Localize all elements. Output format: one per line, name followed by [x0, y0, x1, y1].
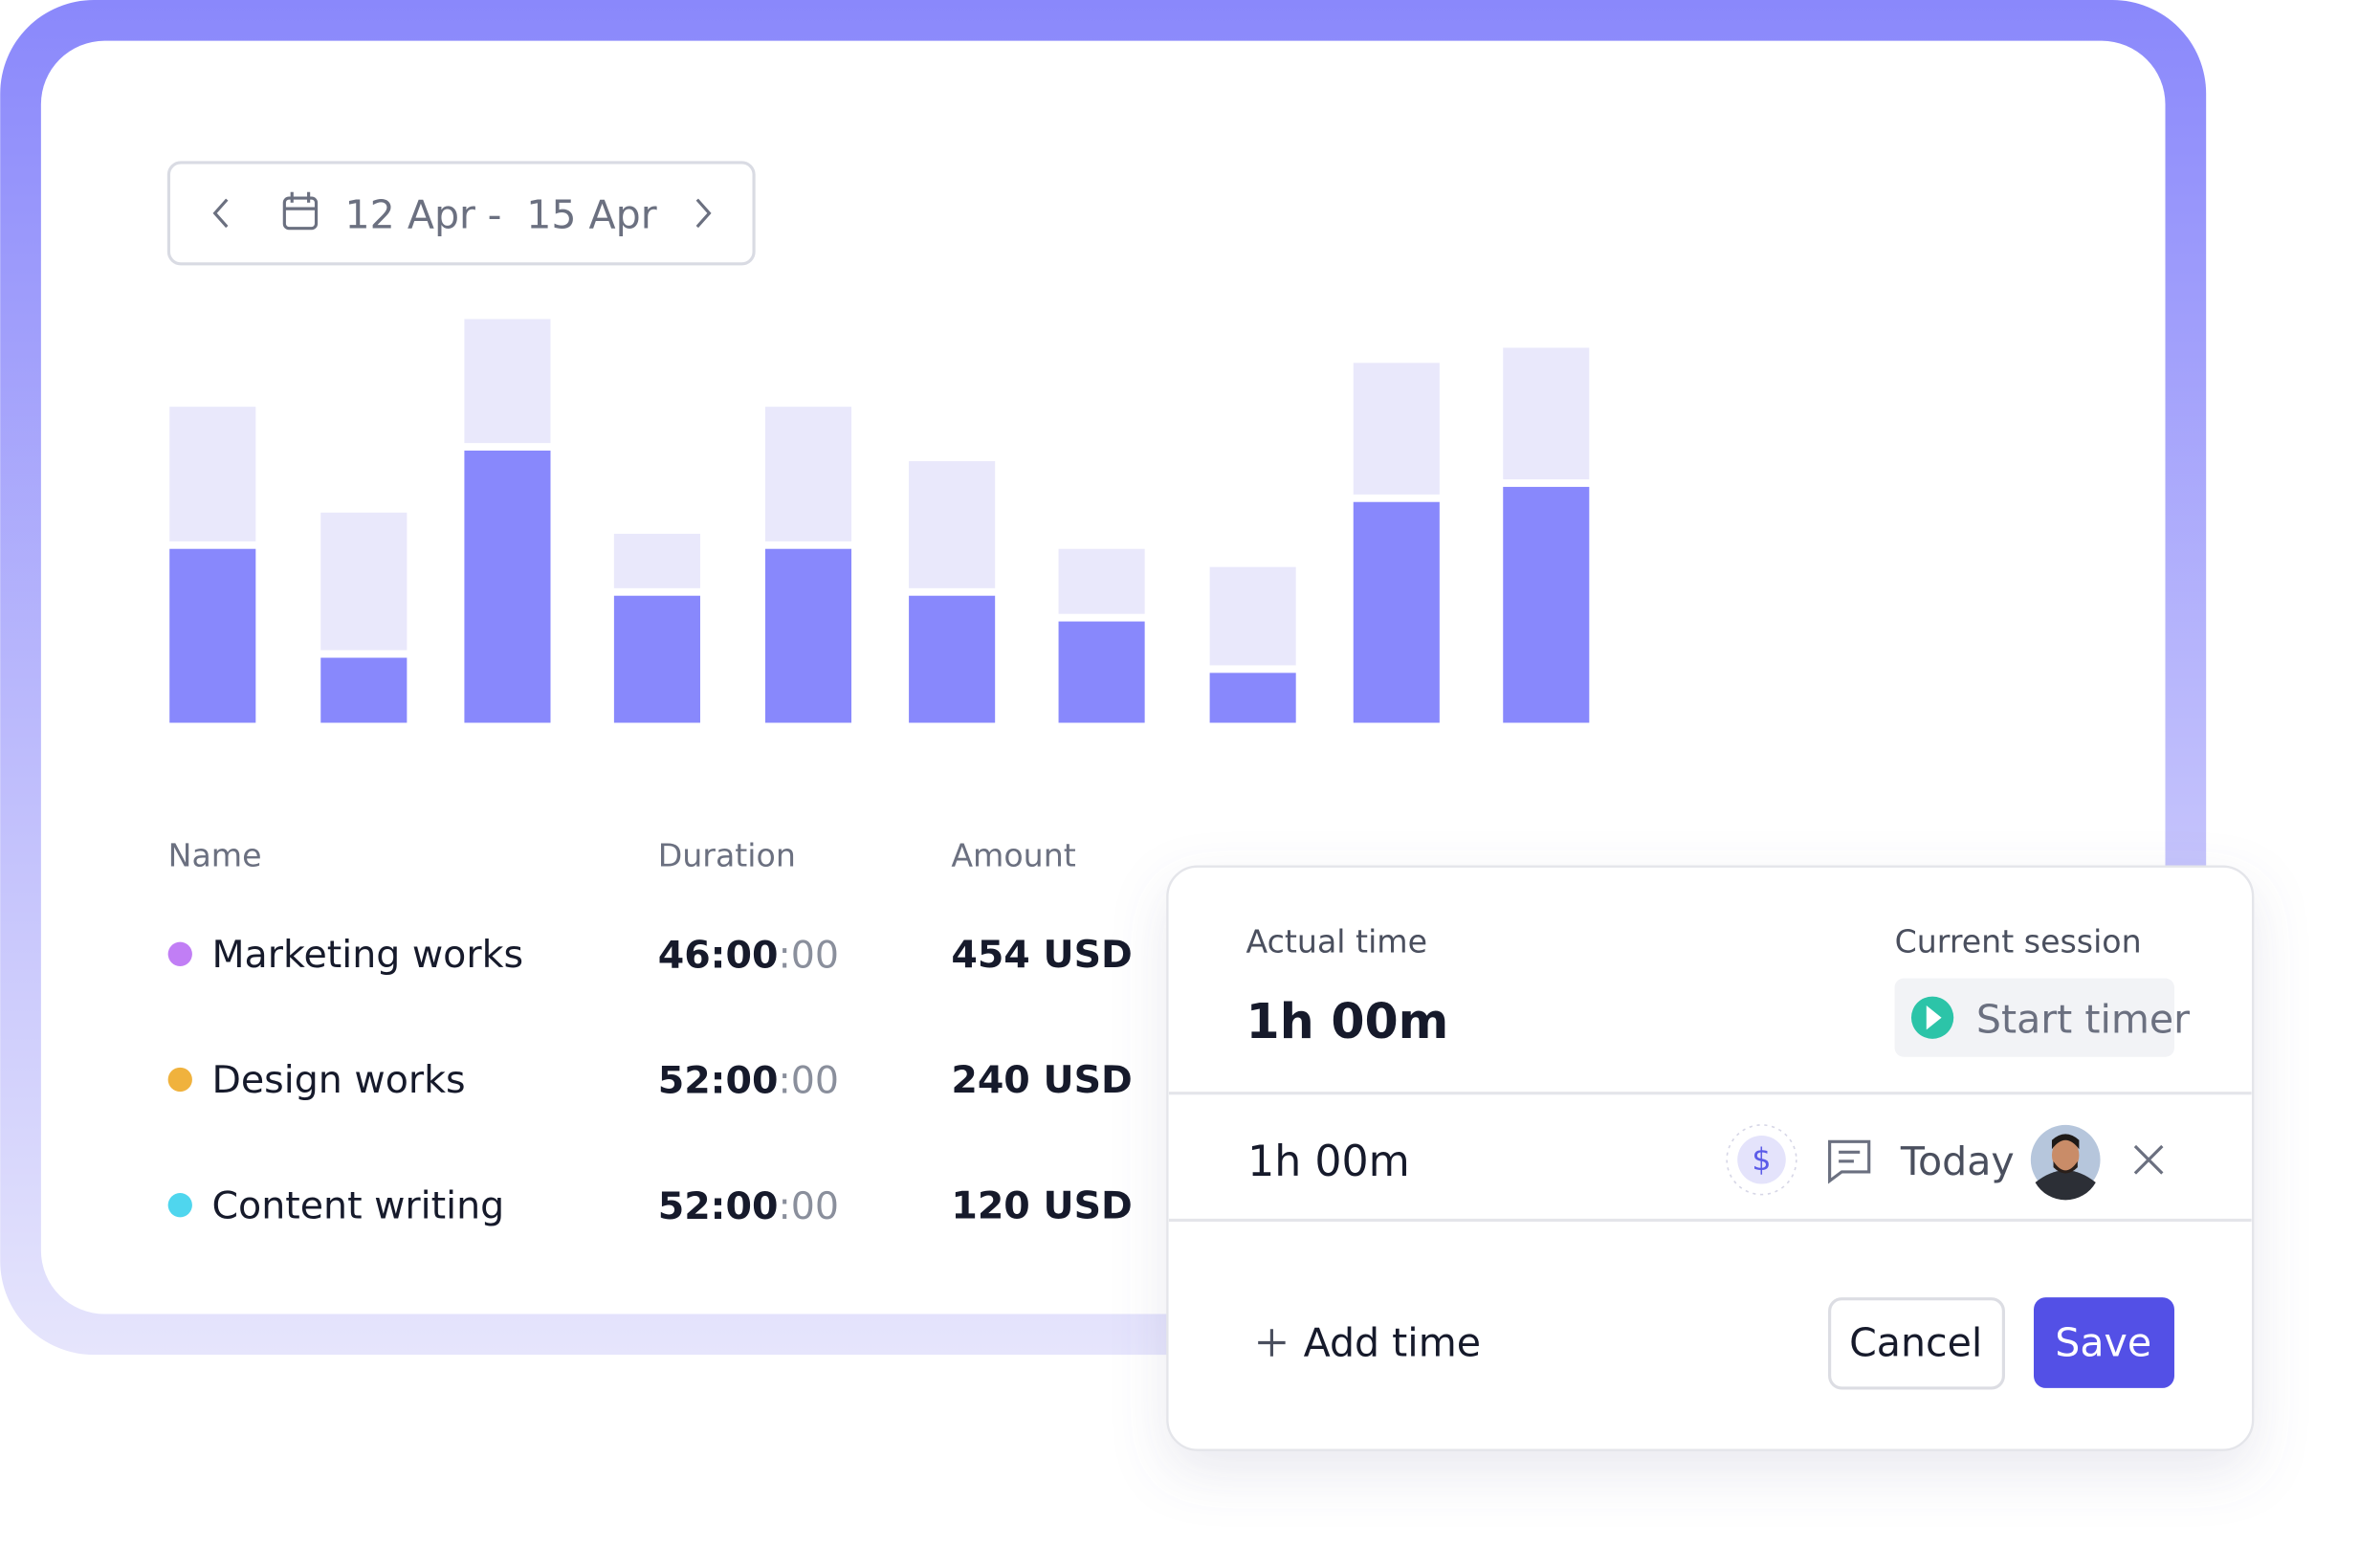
entry-time: 1h 00m — [1247, 1137, 1410, 1186]
bar-segment — [909, 461, 996, 588]
date-separator: - — [488, 192, 502, 238]
bar-segment — [1209, 566, 1296, 666]
bar-segment — [764, 548, 852, 723]
duration-main: 46:00 — [658, 933, 779, 977]
calendar-icon — [282, 191, 319, 231]
row-amount: 454 USD — [951, 933, 1133, 977]
bar-segment — [320, 512, 408, 651]
row-amount: 120 USD — [951, 1183, 1133, 1227]
bar-segment — [169, 407, 256, 541]
date-box — [166, 161, 756, 266]
bar-segment — [464, 319, 551, 444]
actual-value: 1h 00m — [1246, 993, 1449, 1049]
bar-segment — [1353, 363, 1440, 495]
duration-main: 52:00 — [658, 1183, 779, 1227]
bar-segment — [1503, 486, 1590, 723]
start-timer-label: Start timer — [1976, 996, 2190, 1042]
close-button[interactable] — [2133, 1144, 2164, 1175]
plus-icon — [1258, 1329, 1286, 1357]
color-dot — [167, 1067, 192, 1093]
column-header: Name — [168, 837, 262, 874]
billable-icon: $ — [1752, 1143, 1771, 1178]
row-duration: 52:00:00 — [658, 1058, 839, 1102]
save-label: Save — [2055, 1320, 2151, 1366]
bar-segment — [1353, 501, 1440, 723]
bar-segment — [909, 595, 996, 723]
next-button[interactable] — [695, 198, 712, 229]
cancel-label: Cancel — [1849, 1320, 1982, 1366]
actual-label: Actual time — [1246, 923, 1428, 961]
add-time-button[interactable]: Add time — [1304, 1320, 1481, 1366]
bar-segment — [169, 548, 256, 723]
billable-button[interactable] — [1737, 1135, 1786, 1184]
duration-main: 52:00 — [658, 1058, 779, 1102]
bar-segment — [1503, 347, 1590, 480]
duration-rest: :00 — [778, 1183, 839, 1227]
column-header: Amount — [951, 837, 1075, 874]
row-duration: 52:00:00 — [658, 1183, 839, 1227]
prev-button[interactable] — [212, 198, 229, 229]
bar-segment — [1058, 621, 1145, 723]
row-name: Content writing — [211, 1183, 504, 1227]
bar-segment — [320, 657, 408, 723]
bar-segment — [464, 450, 551, 723]
date-picker: 12 Apr - 15 Apr — [166, 161, 756, 266]
row-name: Design works — [211, 1058, 465, 1102]
bar-chart — [169, 319, 1590, 723]
duration-rest: :00 — [778, 1058, 839, 1102]
column-header: Duration — [658, 837, 796, 874]
date-end: 15 Apr — [526, 192, 657, 238]
bar-segment — [764, 407, 852, 541]
bar-segment — [1058, 548, 1145, 614]
save-button[interactable] — [2033, 1297, 2174, 1388]
bar-segment — [613, 595, 700, 723]
entry-date: Today — [1900, 1138, 2015, 1184]
bar-segment — [613, 533, 700, 588]
duration-rest: :00 — [778, 933, 839, 977]
popup: Actual time 1h 00m Current session Start… — [1166, 865, 2255, 1451]
bar-segment — [1209, 673, 1296, 723]
row-duration: 46:00:00 — [658, 933, 839, 977]
billable-ring — [1726, 1124, 1797, 1196]
session-label: Current session — [1895, 923, 2142, 961]
avatar — [2030, 1124, 2101, 1201]
color-dot — [167, 941, 192, 966]
cancel-button[interactable] — [1828, 1297, 2005, 1390]
row-amount: 240 USD — [951, 1058, 1133, 1102]
start-timer-button[interactable] — [1894, 978, 2174, 1057]
comment-icon[interactable] — [1828, 1139, 1871, 1184]
row-name: Marketing works — [211, 933, 523, 977]
date-start: 12 Apr — [345, 192, 476, 238]
color-dot — [167, 1193, 192, 1218]
play-triangle — [1926, 1005, 1942, 1030]
